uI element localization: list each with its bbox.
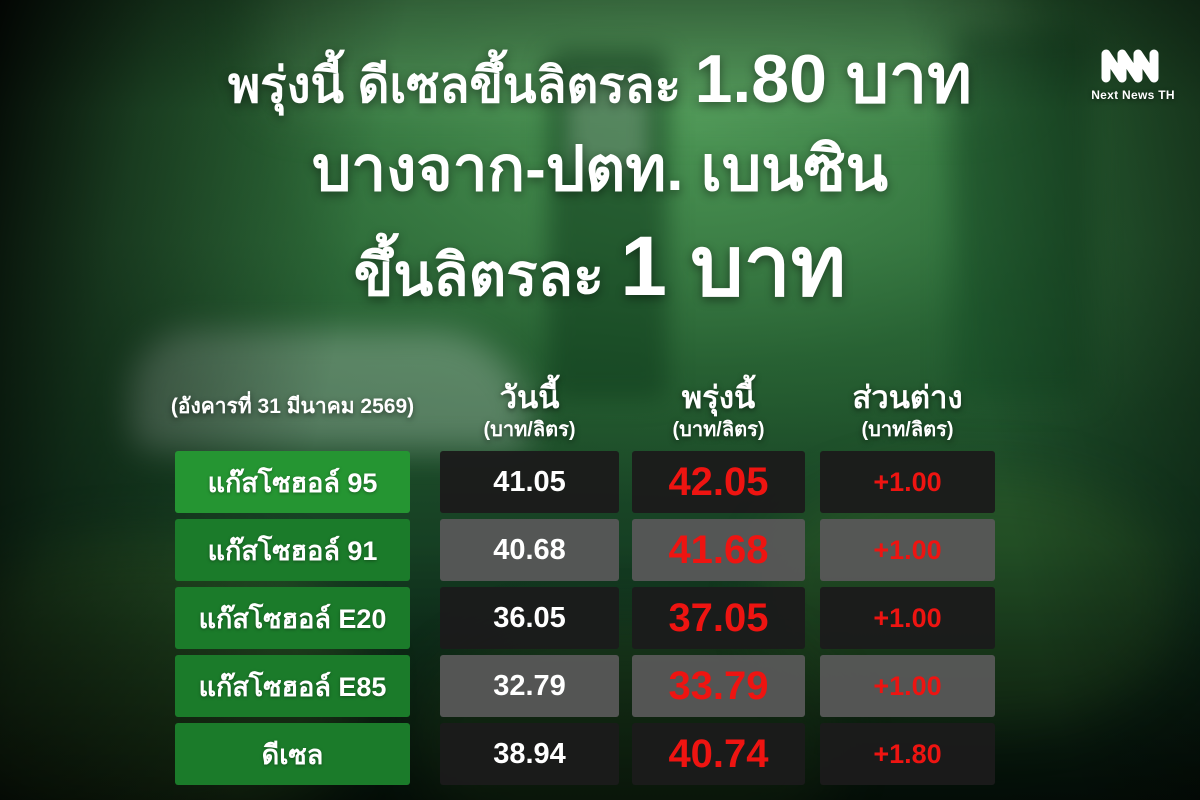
table-row-gasohol-95: แก๊สโซฮอล์ 95 41.05 42.05 +1.00	[175, 451, 1000, 513]
tomorrow-price: 41.68	[632, 519, 805, 581]
headline-line-1: พรุ่งนี้ ดีเซลขึ้นลิตรละ 1.80 บาท	[40, 30, 1160, 129]
headline-line3-amount: 1 บาท	[620, 219, 847, 314]
next-news-logo-icon	[1101, 49, 1159, 83]
column-title: พรุ่งนี้	[681, 380, 756, 416]
column-header-tomorrow: พรุ่งนี้ (บาท/ลิตร)	[632, 352, 805, 447]
price-diff: +1.80	[820, 723, 995, 785]
today-price: 32.79	[440, 655, 619, 717]
column-title: วันนี้	[499, 380, 560, 416]
price-diff: +1.00	[820, 655, 995, 717]
column-unit: (บาท/ลิตร)	[483, 419, 576, 441]
fuel-label: แก๊สโซฮอล์ E85	[175, 655, 410, 717]
tomorrow-price: 33.79	[632, 655, 805, 717]
price-table: (อังคารที่ 31 มีนาคม 2569) วันนี้ (บาท/ล…	[170, 352, 1000, 791]
column-unit: (บาท/ลิตร)	[861, 419, 954, 441]
column-header-today: วันนี้ (บาท/ลิตร)	[440, 352, 619, 447]
headline-line-2: บางจาก-ปตท. เบนซิน	[311, 134, 889, 204]
price-diff: +1.00	[820, 519, 995, 581]
tomorrow-price: 42.05	[632, 451, 805, 513]
table-row-gasohol-91: แก๊สโซฮอล์ 91 40.68 41.68 +1.00	[175, 519, 1000, 581]
fuel-label: แก๊สโซฮอล์ 91	[175, 519, 410, 581]
fuel-label: แก๊สโซฮอล์ 95	[175, 451, 410, 513]
brand-logo: Next News TH	[1088, 42, 1178, 102]
tomorrow-price: 40.74	[632, 723, 805, 785]
headline: พรุ่งนี้ ดีเซลขึ้นลิตรละ 1.80 บาท บางจาก…	[40, 30, 1160, 321]
logo-caption: Next News TH	[1091, 88, 1175, 102]
table-row-gasohol-e20: แก๊สโซฮอล์ E20 36.05 37.05 +1.00	[175, 587, 1000, 649]
table-header-row: (อังคารที่ 31 มีนาคม 2569) วันนี้ (บาท/ล…	[170, 352, 1000, 447]
column-title: ส่วนต่าง	[852, 380, 963, 416]
headline-line3-text: ขึ้นลิตรละ	[353, 243, 621, 309]
tomorrow-price: 37.05	[632, 587, 805, 649]
headline-line1-amount: 1.80 บาท	[694, 41, 973, 117]
column-header-difference: ส่วนต่าง (บาท/ลิตร)	[820, 352, 995, 447]
today-price: 41.05	[440, 451, 619, 513]
today-price: 36.05	[440, 587, 619, 649]
today-price: 40.68	[440, 519, 619, 581]
price-diff: +1.00	[820, 451, 995, 513]
fuel-label: แก๊สโซฮอล์ E20	[175, 587, 410, 649]
table-row-gasohol-e85: แก๊สโซฮอล์ E85 32.79 33.79 +1.00	[175, 655, 1000, 717]
fuel-label: ดีเซล	[175, 723, 410, 785]
date-note: (อังคารที่ 31 มีนาคม 2569)	[170, 395, 415, 418]
column-unit: (บาท/ลิตร)	[672, 419, 765, 441]
table-row-diesel: ดีเซล 38.94 40.74 +1.80	[175, 723, 1000, 785]
headline-line-3: ขึ้นลิตรละ 1 บาท	[40, 212, 1160, 321]
headline-line1-text: พรุ่งนี้ ดีเซลขึ้นลิตรละ	[227, 59, 695, 113]
today-price: 38.94	[440, 723, 619, 785]
price-diff: +1.00	[820, 587, 995, 649]
